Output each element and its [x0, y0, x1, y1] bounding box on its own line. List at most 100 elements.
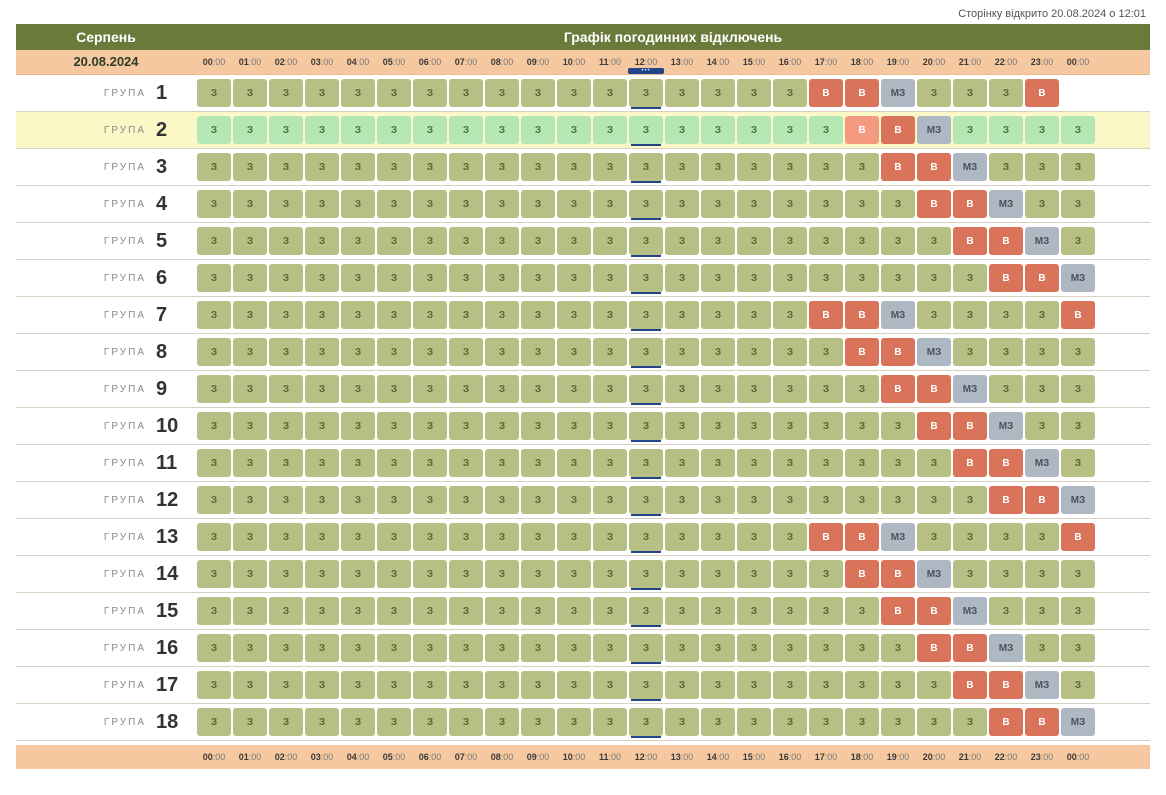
schedule-cell[interactable]: З	[377, 449, 411, 477]
schedule-cell[interactable]: З	[449, 375, 483, 403]
schedule-cell[interactable]: З	[377, 634, 411, 662]
schedule-cell[interactable]: З	[809, 708, 843, 736]
schedule-cell[interactable]: З	[593, 486, 627, 514]
schedule-cell[interactable]: З	[233, 671, 267, 699]
schedule-cell[interactable]: З	[737, 301, 771, 329]
group-label[interactable]: ГРУПА1	[16, 75, 196, 111]
schedule-cell[interactable]: З	[845, 264, 879, 292]
schedule-cell[interactable]: З	[305, 116, 339, 144]
schedule-cell[interactable]: В	[917, 634, 951, 662]
schedule-cell[interactable]: З	[809, 486, 843, 514]
schedule-cell[interactable]: В	[917, 190, 951, 218]
group-row[interactable]: ГРУПА17ЗЗЗЗЗЗЗЗЗЗЗЗЗЗЗЗЗЗЗЗЗВВМЗЗ	[16, 667, 1150, 704]
schedule-cell[interactable]: З	[701, 116, 735, 144]
schedule-cell[interactable]: З	[629, 375, 663, 403]
schedule-cell[interactable]: З	[233, 375, 267, 403]
schedule-cell[interactable]: МЗ	[989, 190, 1023, 218]
schedule-cell[interactable]: З	[809, 338, 843, 366]
schedule-cell[interactable]: В	[953, 412, 987, 440]
schedule-cell[interactable]: З	[773, 153, 807, 181]
group-row[interactable]: ГРУПА5ЗЗЗЗЗЗЗЗЗЗЗЗЗЗЗЗЗЗЗЗЗВВМЗЗ	[16, 223, 1150, 260]
schedule-cell[interactable]: З	[989, 560, 1023, 588]
schedule-cell[interactable]: З	[593, 523, 627, 551]
schedule-cell[interactable]: З	[233, 227, 267, 255]
schedule-cell[interactable]: В	[845, 560, 879, 588]
schedule-cell[interactable]: МЗ	[1061, 486, 1095, 514]
group-row[interactable]: ГРУПА12ЗЗЗЗЗЗЗЗЗЗЗЗЗЗЗЗЗЗЗЗЗЗВВМЗ	[16, 482, 1150, 519]
schedule-cell[interactable]: З	[341, 301, 375, 329]
schedule-cell[interactable]: В	[809, 301, 843, 329]
schedule-cell[interactable]: З	[629, 338, 663, 366]
schedule-cell[interactable]: З	[1061, 560, 1095, 588]
schedule-cell[interactable]: З	[737, 671, 771, 699]
schedule-cell[interactable]: З	[377, 523, 411, 551]
group-row[interactable]: ГРУПА3ЗЗЗЗЗЗЗЗЗЗЗЗЗЗЗЗЗЗЗВВМЗЗЗЗ	[16, 149, 1150, 186]
schedule-cell[interactable]: З	[269, 338, 303, 366]
schedule-cell[interactable]: З	[737, 116, 771, 144]
schedule-cell[interactable]: З	[737, 708, 771, 736]
schedule-cell[interactable]: В	[917, 597, 951, 625]
group-label[interactable]: ГРУПА6	[16, 260, 196, 296]
schedule-cell[interactable]: В	[953, 634, 987, 662]
schedule-cell[interactable]: З	[197, 116, 231, 144]
group-row[interactable]: ГРУПА6ЗЗЗЗЗЗЗЗЗЗЗЗЗЗЗЗЗЗЗЗЗЗВВМЗ	[16, 260, 1150, 297]
schedule-cell[interactable]: З	[521, 375, 555, 403]
schedule-cell[interactable]: З	[881, 486, 915, 514]
schedule-cell[interactable]: З	[413, 708, 447, 736]
schedule-cell[interactable]: З	[269, 264, 303, 292]
schedule-cell[interactable]: З	[413, 671, 447, 699]
schedule-cell[interactable]: З	[737, 412, 771, 440]
schedule-cell[interactable]: З	[485, 708, 519, 736]
schedule-cell[interactable]: В	[989, 708, 1023, 736]
schedule-cell[interactable]: З	[305, 375, 339, 403]
group-label[interactable]: ГРУПА3	[16, 149, 196, 185]
schedule-cell[interactable]: З	[953, 79, 987, 107]
schedule-cell[interactable]: З	[737, 597, 771, 625]
schedule-cell[interactable]: З	[377, 375, 411, 403]
schedule-cell[interactable]: З	[341, 190, 375, 218]
schedule-cell[interactable]: З	[269, 486, 303, 514]
schedule-cell[interactable]: В	[1025, 486, 1059, 514]
schedule-cell[interactable]: З	[917, 79, 951, 107]
schedule-cell[interactable]: З	[1061, 153, 1095, 181]
schedule-cell[interactable]: З	[629, 486, 663, 514]
schedule-cell[interactable]: З	[377, 227, 411, 255]
schedule-cell[interactable]: В	[1025, 264, 1059, 292]
schedule-cell[interactable]: З	[413, 412, 447, 440]
schedule-cell[interactable]: З	[557, 560, 591, 588]
schedule-cell[interactable]: З	[629, 412, 663, 440]
schedule-cell[interactable]: В	[845, 301, 879, 329]
schedule-cell[interactable]: З	[377, 671, 411, 699]
schedule-cell[interactable]: З	[557, 153, 591, 181]
schedule-cell[interactable]: З	[593, 634, 627, 662]
schedule-cell[interactable]: З	[701, 597, 735, 625]
schedule-cell[interactable]: В	[809, 523, 843, 551]
schedule-cell[interactable]: З	[737, 449, 771, 477]
group-row[interactable]: ГРУПА10ЗЗЗЗЗЗЗЗЗЗЗЗЗЗЗЗЗЗЗЗВВМЗЗЗ	[16, 408, 1150, 445]
schedule-cell[interactable]: З	[233, 560, 267, 588]
schedule-cell[interactable]: З	[557, 708, 591, 736]
schedule-cell[interactable]: МЗ	[1061, 264, 1095, 292]
schedule-cell[interactable]: З	[557, 116, 591, 144]
schedule-cell[interactable]: З	[1061, 338, 1095, 366]
schedule-cell[interactable]: З	[773, 449, 807, 477]
schedule-cell[interactable]: МЗ	[917, 338, 951, 366]
schedule-cell[interactable]: З	[233, 338, 267, 366]
schedule-cell[interactable]: З	[809, 560, 843, 588]
group-row[interactable]: ГРУПА4ЗЗЗЗЗЗЗЗЗЗЗЗЗЗЗЗЗЗЗЗВВМЗЗЗ	[16, 186, 1150, 223]
schedule-cell[interactable]: З	[773, 338, 807, 366]
schedule-cell[interactable]: З	[377, 412, 411, 440]
schedule-cell[interactable]: З	[737, 153, 771, 181]
schedule-cell[interactable]: З	[377, 79, 411, 107]
schedule-cell[interactable]: З	[701, 375, 735, 403]
schedule-cell[interactable]: З	[485, 116, 519, 144]
group-label[interactable]: ГРУПА4	[16, 186, 196, 222]
schedule-cell[interactable]: З	[737, 375, 771, 403]
schedule-cell[interactable]: З	[557, 264, 591, 292]
schedule-cell[interactable]: З	[665, 708, 699, 736]
schedule-cell[interactable]: З	[449, 486, 483, 514]
schedule-cell[interactable]: В	[989, 449, 1023, 477]
schedule-cell[interactable]: З	[1061, 671, 1095, 699]
schedule-cell[interactable]: З	[989, 375, 1023, 403]
schedule-cell[interactable]: З	[845, 153, 879, 181]
